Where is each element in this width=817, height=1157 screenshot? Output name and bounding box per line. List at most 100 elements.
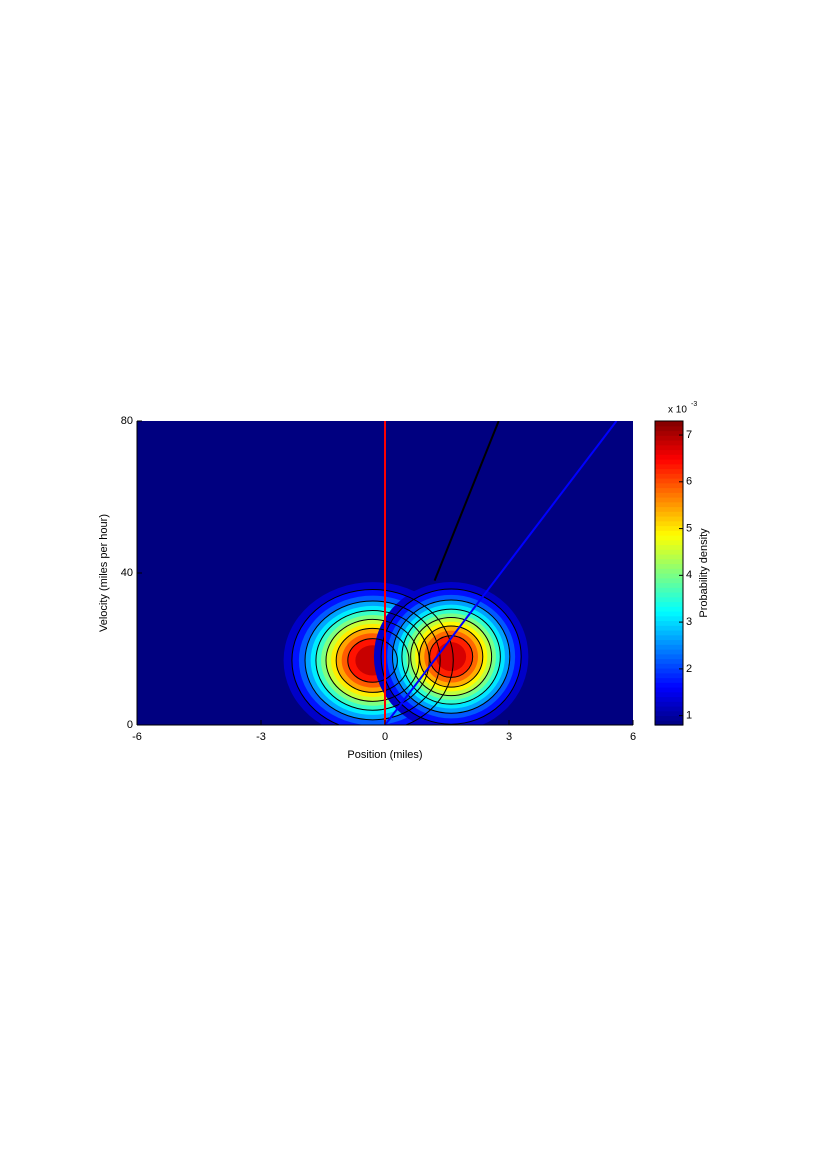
- colorbar-cell: [655, 630, 683, 636]
- colorbar-cell: [655, 710, 683, 717]
- colorbar-cell: [655, 592, 683, 598]
- contour-line: [429, 635, 474, 678]
- colorbar-tick-label: 2: [686, 663, 692, 675]
- colorbar-cell: [655, 440, 683, 446]
- colorbar-tick-label: 4: [686, 569, 692, 581]
- colorbar-tick-label: 6: [686, 476, 692, 488]
- colorbar-exponent: -3: [691, 401, 697, 408]
- contour-line: [291, 588, 454, 725]
- colorbar-cell: [655, 530, 683, 536]
- colorbar-cell: [655, 653, 683, 660]
- colorbar-cell: [655, 715, 683, 721]
- colorbar-cell: [655, 658, 683, 664]
- colorbar-cell: [655, 421, 683, 427]
- contour-line: [418, 625, 484, 688]
- colorbar-cell: [655, 449, 683, 455]
- colorbar-cell: [655, 430, 683, 436]
- colorbar-multiplier: x 10: [668, 405, 687, 416]
- colorbar-cell: [655, 487, 683, 493]
- contour-line: [401, 608, 501, 705]
- contour-line: [325, 618, 420, 702]
- colorbar-cell: [655, 425, 683, 432]
- colorbar-cell: [655, 620, 683, 626]
- colorbar-cell: [655, 473, 683, 479]
- colorbar-cell: [655, 482, 683, 489]
- colorbar-cell: [655, 525, 683, 531]
- colorbar-cell: [655, 516, 683, 522]
- colorbar-cell: [655, 677, 683, 683]
- colorbar-cell: [655, 520, 683, 527]
- colorbar-cell: [655, 601, 683, 607]
- colorbar-cell: [655, 563, 683, 569]
- colorbar-cell: [655, 492, 683, 498]
- colorbar-cell: [655, 668, 683, 674]
- colorbar-cell: [655, 687, 683, 693]
- x-tick-label: 0: [382, 731, 388, 743]
- contour-line: [391, 599, 511, 714]
- colorbar-cell: [655, 577, 683, 584]
- y-tick-label: 40: [121, 567, 133, 579]
- contour-line: [380, 588, 522, 725]
- colorbar-cell: [655, 544, 683, 550]
- line-series: [384, 421, 618, 725]
- line-series: [433, 421, 500, 581]
- colorbar-cell: [655, 639, 683, 645]
- x-axis-label: Position (miles): [347, 749, 422, 761]
- colorbar-cell: [655, 696, 683, 702]
- colorbar-cell: [655, 506, 683, 512]
- colorbar-cell: [655, 582, 683, 588]
- colorbar-cell: [655, 587, 683, 593]
- contour-line: [410, 617, 493, 697]
- y-tick-label: 0: [127, 719, 133, 731]
- colorbar-cell: [655, 511, 683, 517]
- x-tick-label: -6: [132, 731, 142, 743]
- y-axis-label: Velocity (miles per hour): [98, 514, 110, 632]
- contour-line: [347, 638, 398, 683]
- x-tick-label: -3: [256, 731, 266, 743]
- colorbar-tick-label: 5: [686, 522, 692, 534]
- colorbar-cell: [655, 649, 683, 655]
- colorbar-cell: [655, 720, 683, 726]
- colorbar-cell: [655, 701, 683, 707]
- colorbar-cell: [655, 535, 683, 541]
- colorbar-cell: [655, 459, 683, 465]
- colorbar-cell: [655, 497, 683, 503]
- colorbar-cell: [655, 554, 683, 560]
- colorbar-cell: [655, 615, 683, 622]
- colorbar-cell: [655, 625, 683, 631]
- x-tick-label: 3: [506, 731, 512, 743]
- x-tick-label: 6: [630, 731, 636, 743]
- colorbar-tick-label: 7: [686, 429, 692, 441]
- contour-fill: [436, 642, 467, 672]
- colorbar-cell: [655, 444, 683, 451]
- colorbar-cell: [655, 468, 683, 474]
- colorbar-cell: [655, 672, 683, 679]
- contour-line: [304, 600, 441, 721]
- colorbar-cell: [655, 644, 683, 650]
- colorbar-cell: [655, 454, 683, 460]
- colorbar-cell: [655, 634, 683, 641]
- colorbar-cell: [655, 539, 683, 546]
- colorbar-cell: [655, 691, 683, 698]
- colorbar-cell: [655, 663, 683, 669]
- colorbar-cell: [655, 596, 683, 603]
- colorbar-tick-label: 1: [686, 710, 692, 722]
- contour-lines: [291, 421, 618, 725]
- colorbar-cell: [655, 501, 683, 508]
- colorbar-cell: [655, 558, 683, 565]
- colorbar-cell: [655, 549, 683, 555]
- colorbar-cell: [655, 611, 683, 617]
- contour-line: [315, 610, 430, 711]
- colorbar-cell: [655, 606, 683, 612]
- colorbar-cell: [655, 463, 683, 470]
- colorbar-cell: [655, 568, 683, 574]
- colorbar-cell: [655, 706, 683, 712]
- colorbar-tick-label: 3: [686, 616, 692, 628]
- colorbar-frame: [654, 420, 684, 726]
- contour-line: [335, 627, 410, 693]
- colorbar-cell: [655, 573, 683, 579]
- colorbar-label: Probability density: [698, 528, 710, 618]
- colorbar-cell: [655, 435, 683, 441]
